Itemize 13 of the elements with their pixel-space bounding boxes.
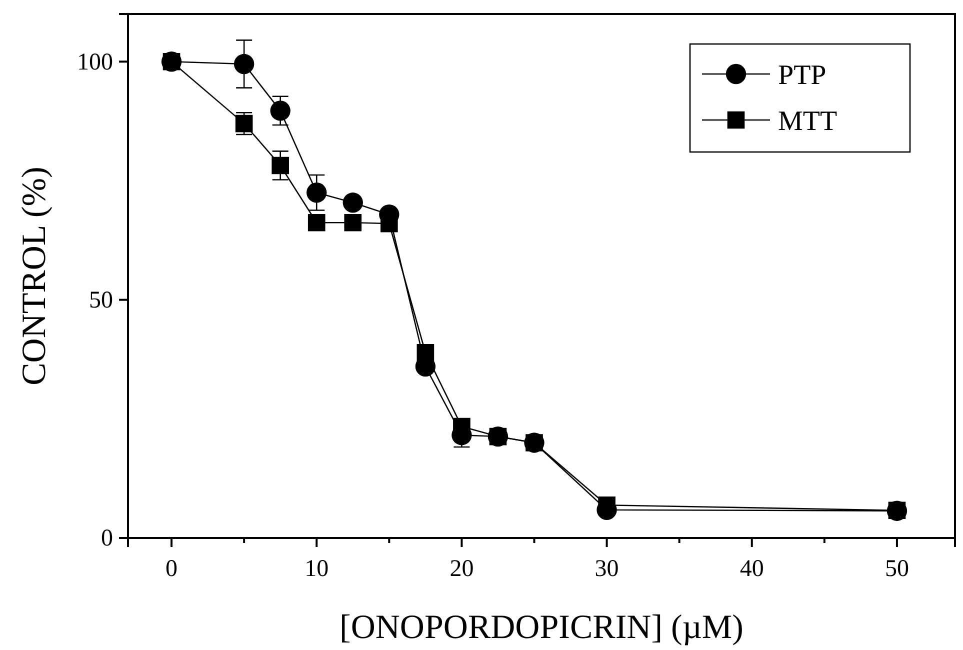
- x-tick-label: 50: [884, 556, 909, 582]
- y-axis-title: CONTROL (%): [16, 166, 53, 386]
- x-tick-label: 40: [740, 556, 764, 582]
- x-tick-label: 30: [594, 556, 619, 582]
- y-tick-label: 50: [89, 288, 113, 314]
- legend-label: MTT: [778, 106, 838, 137]
- x-tick-label: 10: [304, 556, 329, 582]
- x-tick-label: 0: [166, 556, 178, 582]
- y-tick-label: 100: [77, 49, 113, 76]
- x-axis-title: [ONOPORDOPICRIN] (µM): [340, 609, 744, 646]
- x-tick-label: 20: [450, 556, 474, 582]
- legend-label: PTP: [778, 60, 826, 91]
- y-tick-label: 0: [101, 526, 113, 552]
